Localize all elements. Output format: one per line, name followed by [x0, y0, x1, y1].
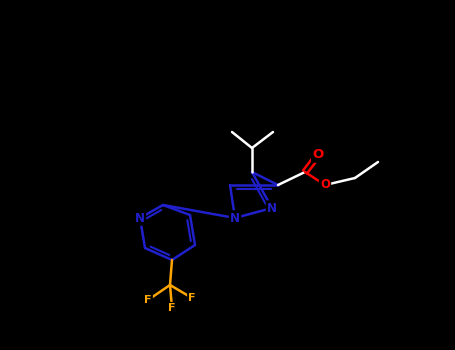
Text: F: F	[144, 295, 152, 305]
Text: N: N	[230, 211, 240, 224]
Text: O: O	[320, 178, 330, 191]
Text: O: O	[313, 148, 324, 161]
Text: N: N	[135, 211, 145, 224]
Text: N: N	[267, 202, 277, 215]
Text: F: F	[168, 303, 176, 313]
Text: F: F	[188, 293, 196, 303]
